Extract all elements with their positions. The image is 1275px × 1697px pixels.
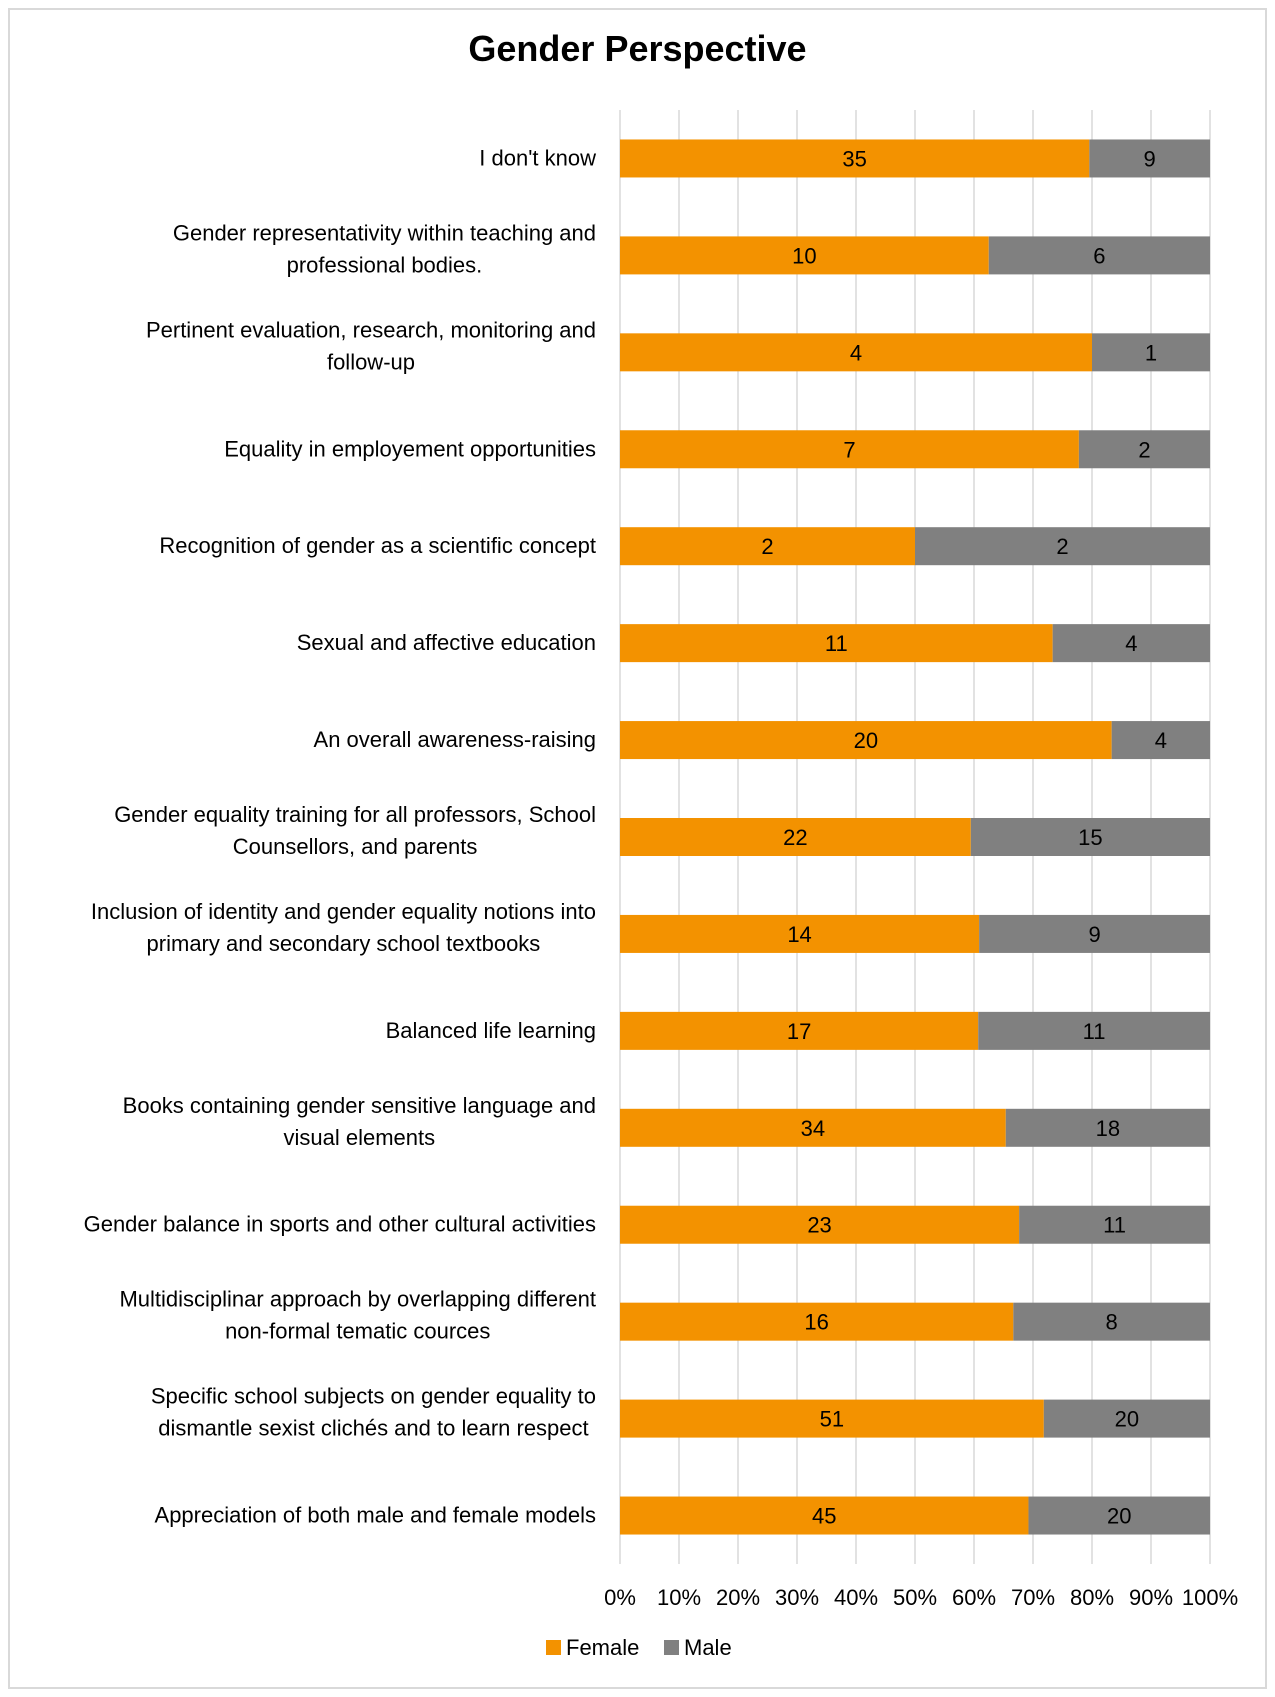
bar-male [979, 914, 1210, 953]
category-label: Gender equality training for all profess… [114, 802, 596, 827]
x-tick-label: 20% [716, 1585, 760, 1610]
data-label: 20 [854, 728, 878, 753]
bar-female [620, 1496, 1029, 1535]
data-label: 14 [787, 922, 811, 947]
data-label: 11 [1103, 1213, 1126, 1238]
bar-female [620, 1205, 1020, 1244]
bar-female [620, 527, 915, 566]
bar-male [1078, 430, 1210, 469]
data-label: 51 [820, 1407, 844, 1432]
bar-male [970, 818, 1210, 856]
bar-female [620, 236, 989, 275]
category-label: professional bodies. [287, 252, 483, 277]
category-label: follow-up [327, 349, 415, 374]
bar-male [1111, 721, 1210, 760]
bar-male [1092, 333, 1210, 372]
x-tick-label: 80% [1070, 1585, 1114, 1610]
bar-male [1089, 139, 1210, 178]
x-tick-label: 70% [1011, 1585, 1055, 1610]
chart-title: Gender Perspective [468, 28, 807, 69]
data-label: 34 [801, 1116, 825, 1141]
category-label: Specific school subjects on gender equal… [151, 1384, 596, 1409]
data-label: 2 [1056, 534, 1068, 559]
bar-male [988, 236, 1210, 275]
data-label: 17 [787, 1019, 811, 1044]
category-label: Gender balance in sports and other cultu… [84, 1212, 596, 1237]
data-label: 11 [1083, 1019, 1106, 1044]
bar-female [620, 1108, 1006, 1147]
bar-female [620, 333, 1092, 372]
category-label: non-formal tematic cources [225, 1319, 490, 1344]
data-label: 4 [1155, 728, 1167, 753]
x-tick-label: 50% [893, 1585, 937, 1610]
x-tick-label: 30% [775, 1585, 819, 1610]
data-label: 20 [1107, 1504, 1131, 1529]
category-label: dismantle sexist clichés and to learn re… [158, 1416, 588, 1441]
category-label: Gender representativity within teaching … [173, 220, 596, 245]
data-label: 22 [783, 825, 807, 850]
category-label: Recognition of gender as a scientific co… [159, 533, 596, 558]
data-label: 6 [1093, 243, 1105, 268]
legend-label-female: Female [566, 1635, 639, 1660]
data-label: 7 [843, 437, 855, 462]
data-label: 4 [1125, 631, 1137, 656]
bar-female [620, 914, 980, 953]
bar-female [620, 1011, 979, 1050]
category-label: Multidisciplinar approach by overlapping… [119, 1287, 596, 1312]
data-label: 9 [1144, 146, 1156, 171]
bar-female [620, 1399, 1044, 1438]
data-label: 2 [761, 534, 773, 559]
category-label: Appreciation of both male and female mod… [155, 1503, 596, 1528]
bar-male [915, 527, 1210, 566]
bar-female [620, 139, 1090, 178]
data-label: 45 [812, 1504, 836, 1529]
bar-male [1005, 1108, 1210, 1147]
bar-male [1013, 1302, 1210, 1341]
category-label: Sexual and affective education [297, 630, 596, 655]
category-label: Books containing gender sensitive langua… [123, 1093, 596, 1118]
data-label: 20 [1115, 1407, 1139, 1432]
data-label: 10 [792, 243, 816, 268]
bar-female [620, 430, 1079, 469]
data-label: 23 [807, 1213, 831, 1238]
x-tick-label: 90% [1129, 1585, 1173, 1610]
x-tick-label: 0% [604, 1585, 636, 1610]
category-label: I don't know [479, 145, 596, 170]
bar-male [1028, 1496, 1210, 1535]
x-tick-label: 40% [834, 1585, 878, 1610]
x-tick-label: 60% [952, 1585, 996, 1610]
category-label: An overall awareness-raising [314, 727, 596, 752]
bar-female [620, 721, 1112, 760]
x-tick-label: 100% [1182, 1585, 1238, 1610]
category-label: visual elements [284, 1125, 436, 1150]
category-label: Equality in employement opportunities [224, 436, 596, 461]
category-label: primary and secondary school textbooks [147, 931, 541, 956]
bar-male [1043, 1399, 1210, 1438]
data-label: 2 [1138, 437, 1150, 462]
bar-female [620, 624, 1053, 663]
category-label: Pertinent evaluation, research, monitori… [146, 317, 596, 342]
category-label: Counsellors, and parents [233, 834, 478, 859]
data-label: 15 [1078, 825, 1102, 850]
data-label: 16 [804, 1310, 828, 1335]
x-tick-label: 10% [657, 1585, 701, 1610]
data-label: 1 [1145, 340, 1157, 365]
legend-swatch-female [546, 1640, 561, 1655]
data-label: 35 [842, 146, 866, 171]
bar-male [978, 1011, 1210, 1050]
category-label: Balanced life learning [386, 1018, 596, 1043]
legend-swatch-male [664, 1640, 679, 1655]
bar-male [1019, 1205, 1210, 1244]
bar-female [620, 818, 971, 856]
data-label: 4 [850, 340, 862, 365]
category-label: Inclusion of identity and gender equalit… [91, 899, 596, 924]
data-label: 18 [1096, 1116, 1120, 1141]
data-label: 9 [1088, 922, 1100, 947]
data-label: 8 [1106, 1310, 1118, 1335]
data-label: 11 [825, 631, 848, 656]
bar-female [620, 1302, 1014, 1341]
bar-male [1052, 624, 1210, 663]
legend-label-male: Male [684, 1635, 732, 1660]
